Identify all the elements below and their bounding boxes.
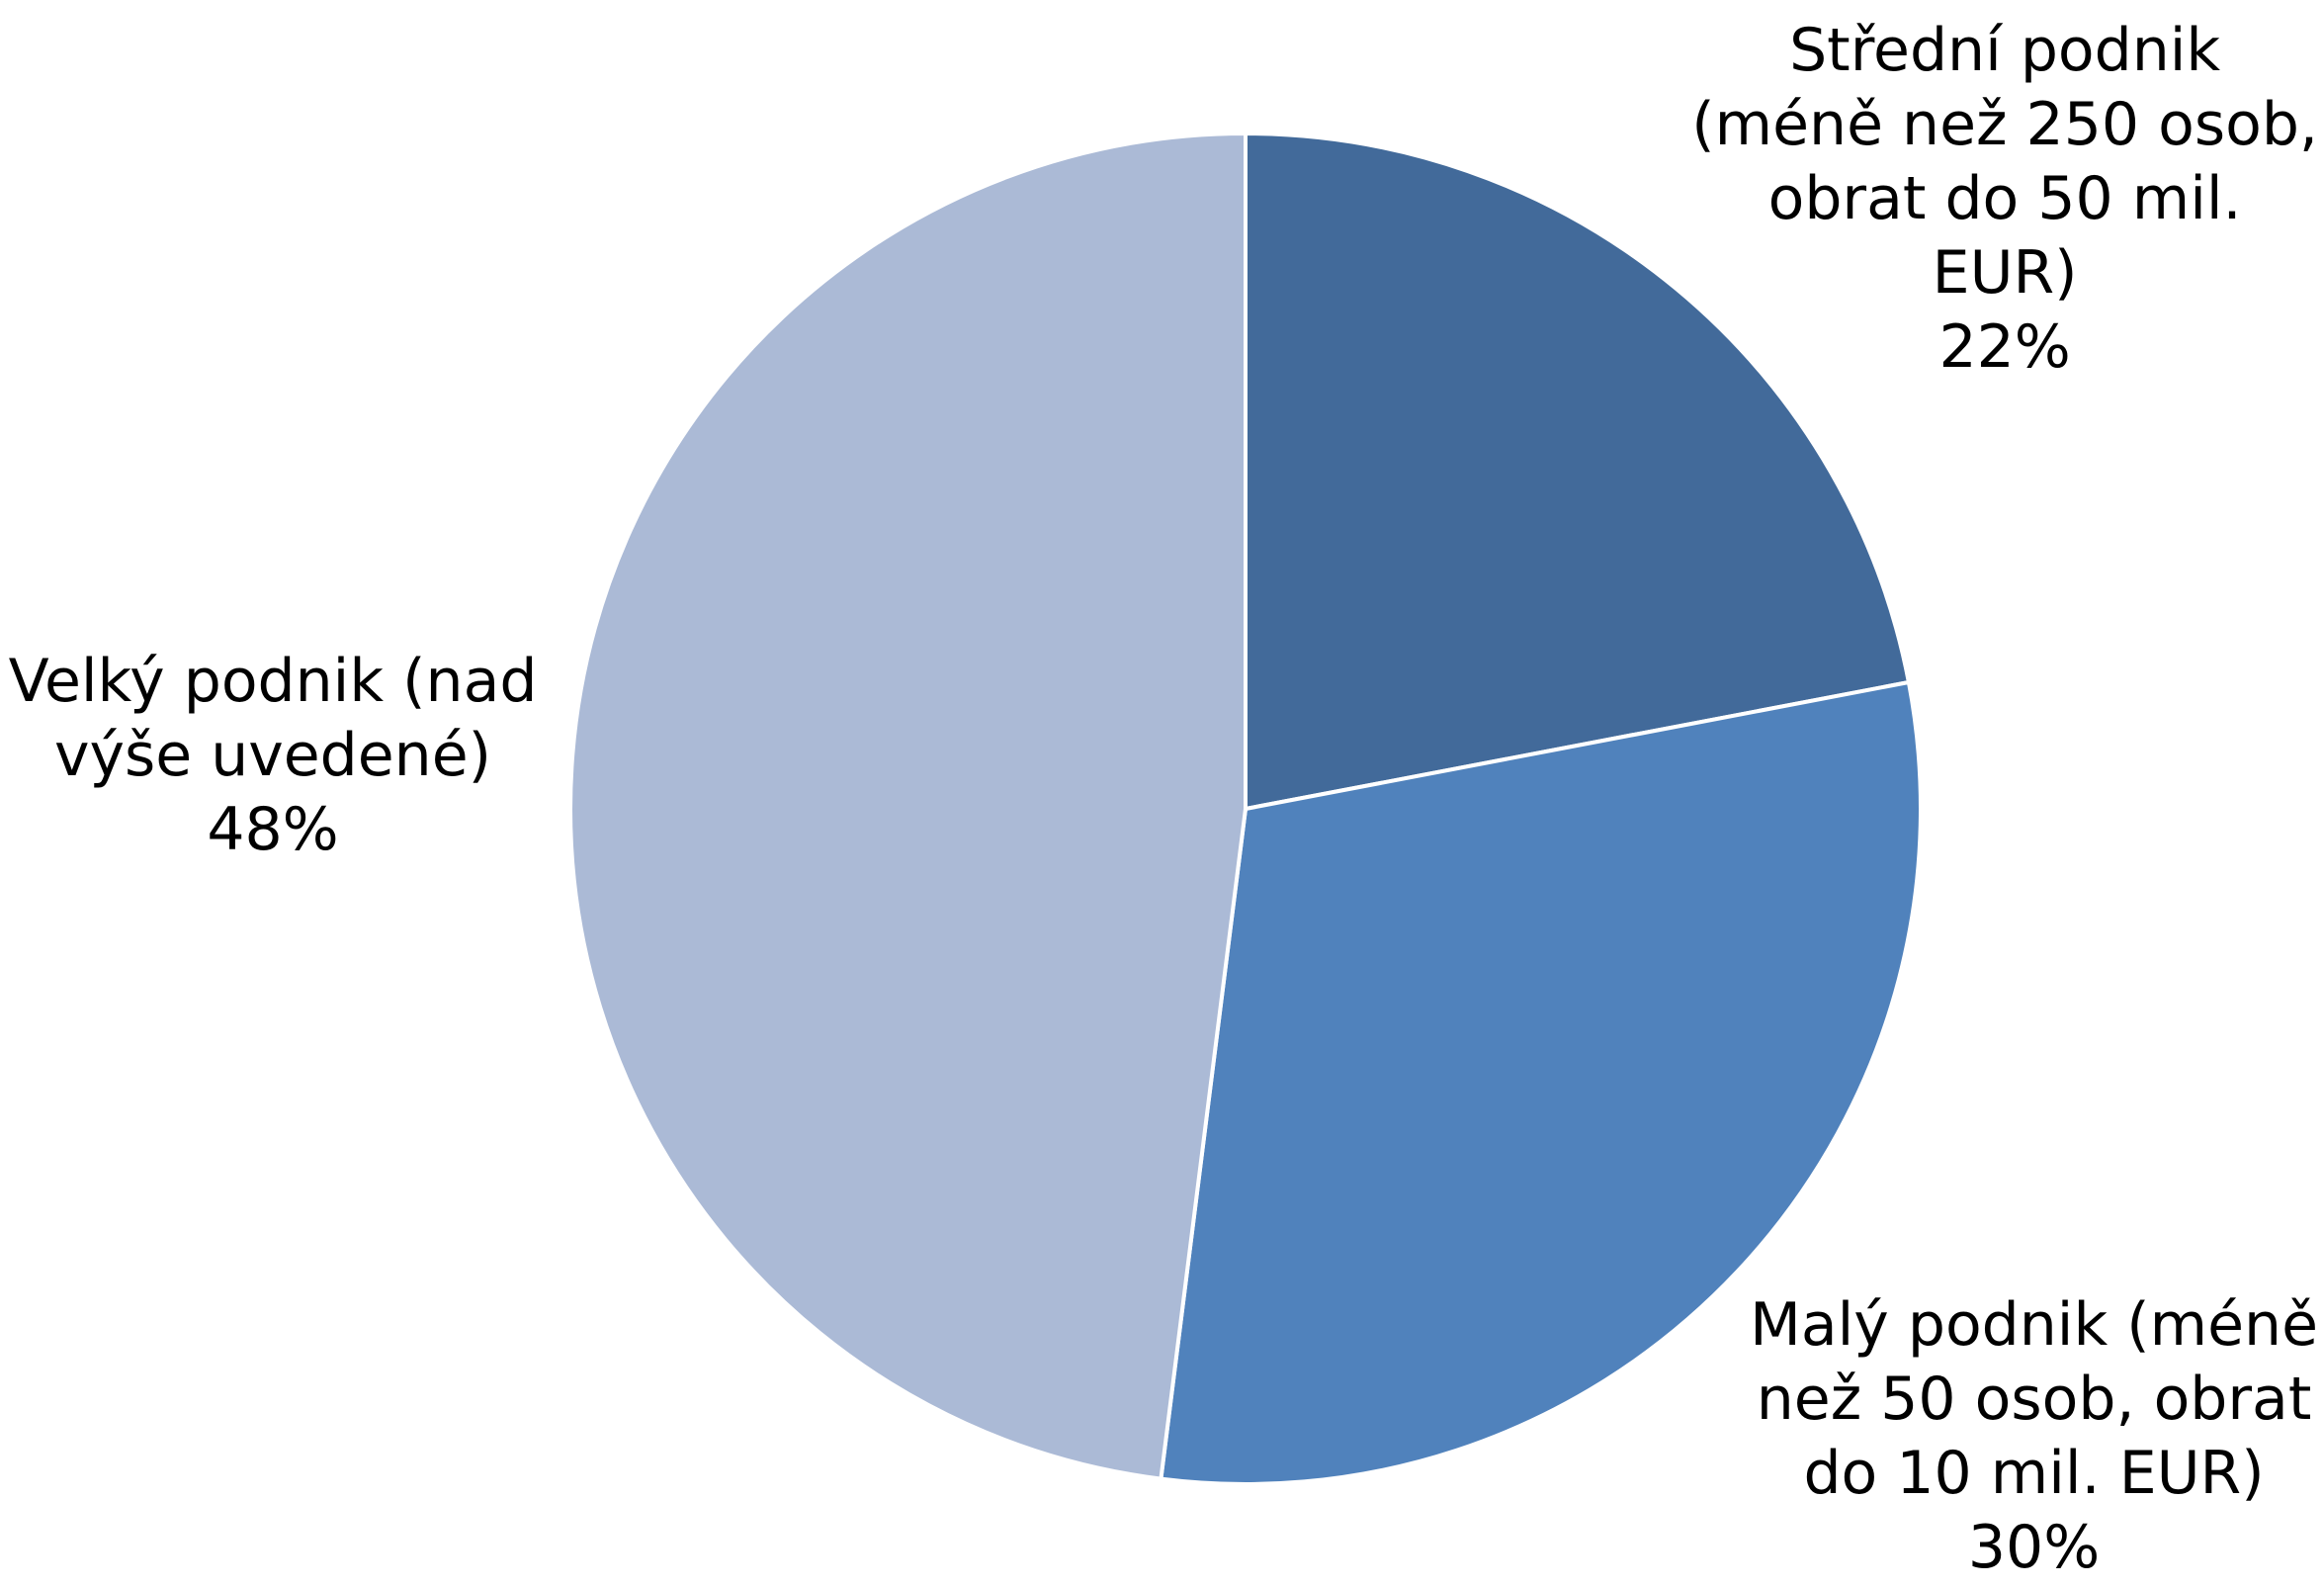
slice-label-line: Malý podnik (méně	[1750, 1288, 2318, 1363]
slice-label-line: než 50 osob, obrat	[1750, 1363, 2318, 1437]
slice-label-line: Velký podnik (nad	[9, 645, 538, 719]
slice-label-line: (méně než 250 osob,	[1691, 88, 2318, 162]
slice-percent-label: 22%	[1691, 310, 2318, 385]
slice-label-line: do 10 mil. EUR)	[1750, 1437, 2318, 1511]
slice-label-line: výše uvedené)	[9, 719, 538, 793]
slice-percent-label: 30%	[1750, 1511, 2318, 1585]
slice-label-stredni-podnik: Střední podnik (méně než 250 osob, obrat d…	[1691, 14, 2318, 385]
pie-slice-velky-podnik	[570, 133, 1246, 1479]
slice-percent-label: 48%	[9, 793, 538, 867]
slice-label-line: EUR)	[1691, 236, 2318, 310]
slice-label-velky-podnik: Velký podnik (nad výše uvedené) 48%	[9, 645, 538, 867]
slice-label-maly-podnik: Malý podnik (méně než 50 osob, obrat do 10…	[1750, 1288, 2318, 1585]
slice-label-line: Střední podnik	[1691, 14, 2318, 88]
slice-label-line: obrat do 50 mil.	[1691, 162, 2318, 236]
